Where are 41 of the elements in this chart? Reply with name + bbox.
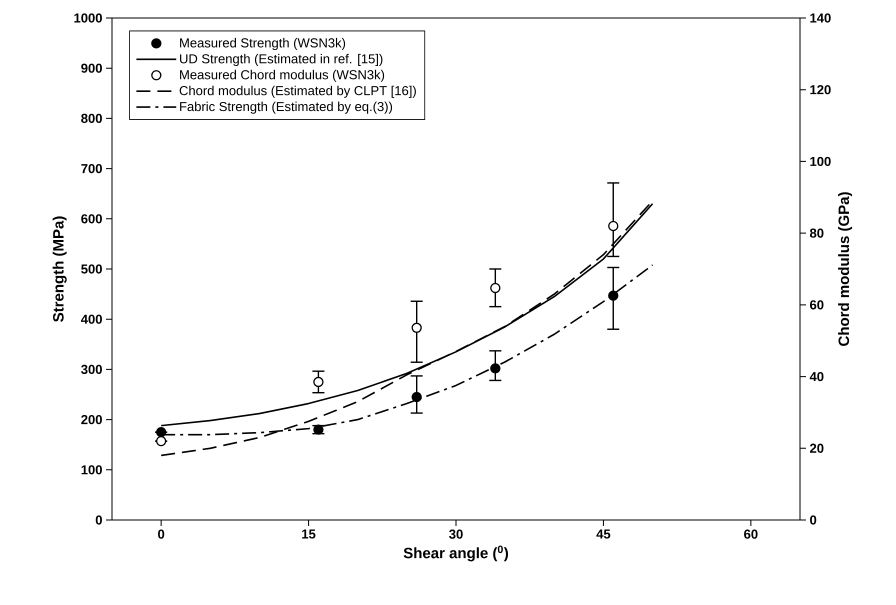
legend-label: Measured Chord modulus (WSN3k): [180, 70, 384, 82]
legend-label: UD Strength (Estimated in ref. [15]): [180, 54, 382, 66]
point: [412, 392, 422, 402]
y2-tick-label: 40: [810, 372, 824, 382]
y-tick-label: 300: [81, 364, 102, 374]
point: [490, 363, 500, 374]
y-tick-label: 900: [81, 64, 102, 73]
y-axis-title: Strength (MPa): [52, 216, 67, 322]
y-tick-label: 700: [81, 164, 102, 174]
point: [490, 282, 500, 294]
x-axis-title: Shear angle ($^{0}$): [404, 546, 508, 562]
point: [313, 376, 324, 388]
y2-tick-label: 80: [810, 228, 824, 238]
x-tick-label: 60: [744, 530, 758, 539]
point: [608, 220, 618, 232]
point: [608, 290, 618, 301]
y-tick-label: 400: [80, 314, 102, 324]
legend-label: Chord modulus (Estimated by CLPT [16]): [180, 86, 416, 98]
y2-tick-label: 100: [810, 156, 831, 166]
x-tick-label: 45: [596, 530, 610, 539]
y-tick-label: 0: [96, 515, 102, 525]
y-tick-label: 200: [81, 414, 102, 424]
y-tick-label: 500: [81, 264, 102, 274]
point: [412, 322, 422, 333]
y2-tick-label: 140: [810, 13, 831, 23]
y2-tick-label: 20: [810, 444, 824, 453]
x-tick-label: 0: [158, 530, 164, 539]
y-tick-label: 100: [82, 465, 102, 474]
x-tick-label: 15: [302, 530, 316, 539]
y-tick-label: 600: [81, 214, 102, 224]
y-tick-label: 800: [81, 114, 102, 123]
y2-axis-title: Chord modulus (GPa): [838, 192, 852, 346]
legend-label: Measured Strength (WSN3k): [180, 38, 346, 50]
y-tick-label: 1000: [74, 13, 102, 23]
y2-tick-label: 0: [810, 515, 816, 525]
point: [156, 427, 166, 438]
point: [156, 436, 166, 446]
x-tick-label: 30: [449, 530, 463, 539]
y2-tick-label: 120: [810, 85, 831, 94]
y2-tick-label: 60: [810, 300, 824, 310]
legend-label: Fabric Strength (Estimated by eq.(3)): [180, 102, 392, 114]
